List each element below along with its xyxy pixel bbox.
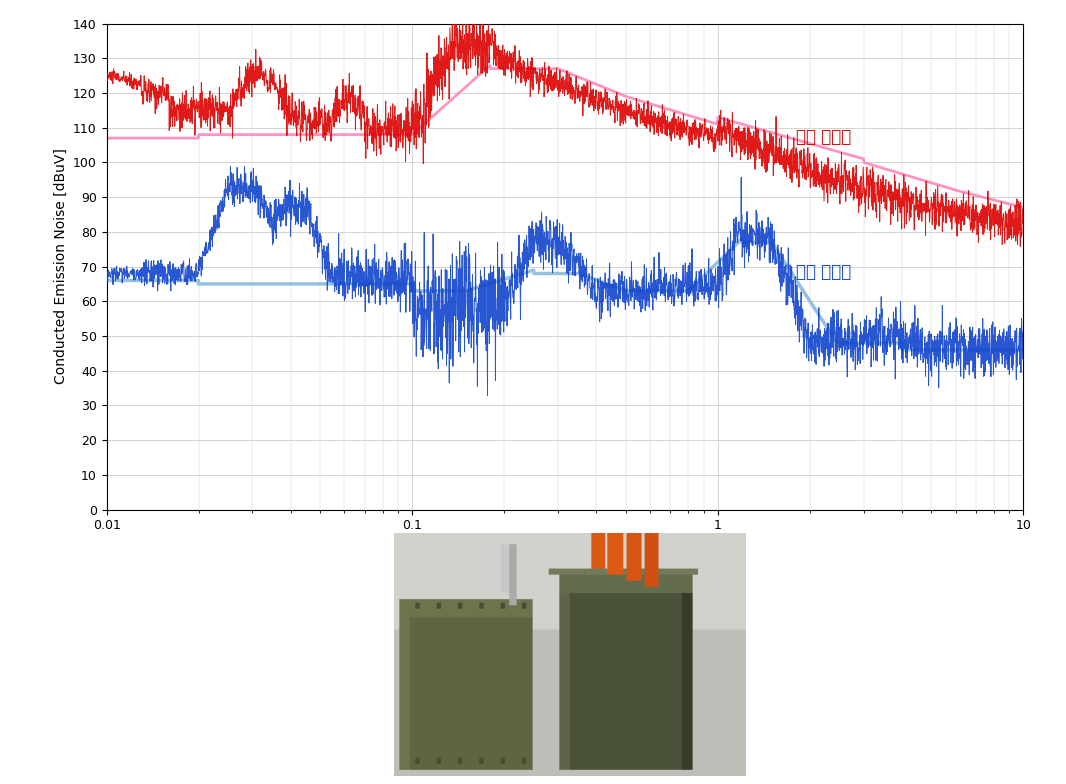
X-axis label: Frequency [MHz]: Frequency [MHz] [506, 538, 624, 552]
Text: 필터 투입전: 필터 투입전 [796, 128, 851, 146]
Text: 필터 투입후: 필터 투입후 [796, 263, 851, 281]
Y-axis label: Conducted Emission Noise [dBuV]: Conducted Emission Noise [dBuV] [53, 149, 67, 384]
